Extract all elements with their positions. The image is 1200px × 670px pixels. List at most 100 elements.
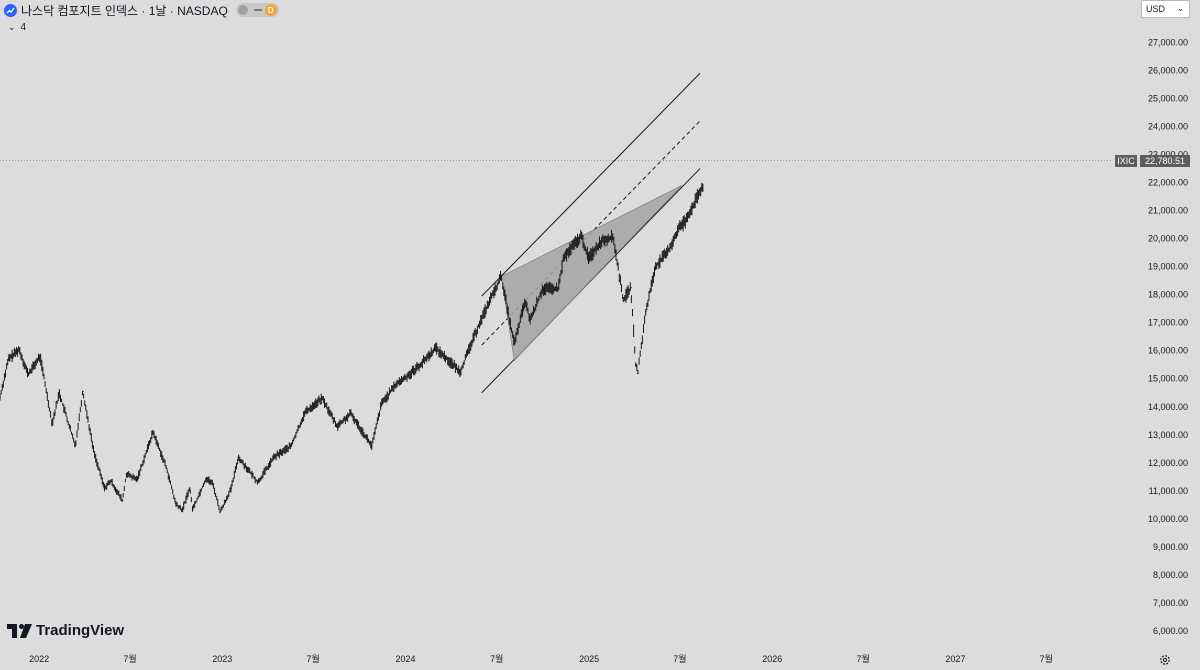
price-point	[557, 288, 559, 290]
price-point	[654, 265, 657, 268]
price-point	[205, 477, 208, 480]
price-point	[93, 450, 95, 453]
chart-header: 나스닥 컴포지트 인덱스 · 1날 · NASDAQ D	[4, 2, 279, 18]
drawings-layer[interactable]	[481, 72, 701, 394]
price-point	[580, 235, 582, 237]
price-point	[507, 313, 510, 316]
price-point	[678, 226, 681, 229]
x-tick-label: 2027	[945, 654, 965, 664]
price-point	[371, 445, 373, 447]
price-point	[273, 456, 275, 459]
tradingview-watermark[interactable]: TradingView	[7, 622, 124, 639]
y-tick-label: 24,000.00	[1148, 122, 1188, 132]
price-point	[434, 347, 437, 349]
y-tick-label: 11,000.00	[1149, 486, 1188, 496]
price-point	[165, 467, 168, 470]
y-tick-label: 19,000.00	[1148, 262, 1188, 272]
tradingview-logo-icon	[7, 623, 32, 638]
price-point	[459, 370, 461, 373]
x-tick-label: 2023	[212, 654, 232, 664]
price-point	[290, 445, 292, 447]
y-tick-label: 20,000.00	[1148, 234, 1188, 244]
y-tick-label: 12,000.00	[1148, 458, 1188, 468]
y-tick-label: 17,000.00	[1148, 318, 1188, 328]
price-point	[125, 473, 128, 475]
x-tick-label: 7월	[856, 653, 869, 664]
price-point	[666, 251, 669, 254]
y-tick-label: 15,000.00	[1148, 374, 1188, 384]
price-point	[645, 310, 647, 313]
y-tick-label: 10,000.00	[1148, 514, 1188, 524]
rising-wedge-shape[interactable]	[500, 185, 683, 362]
symbol-tag-label: IXIC	[1117, 155, 1135, 166]
price-point	[39, 355, 41, 358]
y-tick-label: 22,000.00	[1148, 178, 1188, 188]
timeframe-badge[interactable]: D	[235, 3, 279, 17]
price-point	[74, 445, 77, 447]
price-tag: 22,780.51	[1140, 154, 1190, 167]
gear-icon[interactable]	[1158, 653, 1172, 667]
price-point	[103, 487, 106, 489]
channel-upper-line[interactable]	[481, 72, 701, 297]
price-point	[419, 363, 422, 366]
y-tick-label: 23,000.00	[1148, 150, 1188, 160]
price-point	[529, 319, 532, 321]
price-point	[136, 478, 138, 481]
x-tick-label: 7월	[123, 653, 136, 664]
price-point	[0, 396, 1, 398]
price-point	[58, 391, 61, 394]
x-tick-label: 2025	[579, 654, 599, 664]
price-point	[524, 300, 526, 303]
indicators-toggle[interactable]: ⌄ 4	[8, 22, 26, 33]
price-bars	[0, 182, 704, 514]
price-point	[7, 358, 10, 360]
price-point	[230, 487, 233, 489]
currency-label: USD	[1146, 4, 1166, 14]
price-point	[478, 321, 481, 324]
x-tick-label: 7월	[1040, 653, 1053, 664]
dash-icon	[253, 9, 262, 11]
price-point	[152, 431, 154, 433]
x-tick-label: 2024	[395, 654, 415, 664]
x-tick-label: 2022	[29, 654, 49, 664]
y-tick-label: 21,000.00	[1148, 206, 1188, 216]
price-point	[51, 422, 53, 425]
price-point	[27, 373, 29, 376]
y-tick-label: 26,000.00	[1148, 65, 1188, 75]
price-point	[257, 481, 259, 484]
price-point	[81, 390, 84, 393]
price-point	[403, 377, 405, 380]
price-point	[637, 372, 639, 374]
x-tick-label: 2026	[762, 654, 782, 664]
price-point	[211, 483, 214, 485]
price-point	[380, 403, 383, 405]
price-point	[110, 480, 112, 482]
y-tick-label: 8,000.00	[1153, 570, 1188, 580]
price-point	[622, 299, 625, 302]
y-tick-label: 25,000.00	[1148, 93, 1188, 103]
y-tick-label: 16,000.00	[1148, 346, 1188, 356]
timeframe-badge-letter: D	[264, 4, 277, 16]
price-point	[395, 383, 397, 386]
price-point	[601, 239, 603, 241]
x-tick-label: 7월	[490, 653, 503, 664]
price-point	[629, 286, 632, 289]
price-point	[683, 220, 686, 223]
y-tick-label: 9,000.00	[1153, 542, 1188, 552]
price-point	[691, 206, 693, 209]
indicator-count: 4	[20, 22, 27, 33]
price-series	[0, 182, 704, 514]
price-point	[562, 257, 565, 260]
time-axis[interactable]: 2022 7월 2023 7월 2024 7월 2025 7월 2026 7월 2027 7월	[29, 653, 1053, 664]
price-point	[181, 509, 183, 512]
y-tick-label: 14,000.00	[1148, 402, 1188, 412]
price-point	[336, 425, 339, 428]
chart-title[interactable]: 나스닥 컴포지트 인덱스 · 1날 · NASDAQ	[21, 3, 228, 18]
y-tick-label: 6,000.00	[1153, 626, 1188, 636]
currency-select[interactable]: USD ⌄	[1141, 0, 1190, 18]
price-axis[interactable]: 6,000.00 7,000.00 8,000.00 9,000.00 10,000.0…	[1148, 37, 1188, 636]
status-dot-icon	[237, 5, 248, 15]
price-point	[500, 275, 503, 278]
symbol-tag: IXIC	[1115, 154, 1137, 167]
